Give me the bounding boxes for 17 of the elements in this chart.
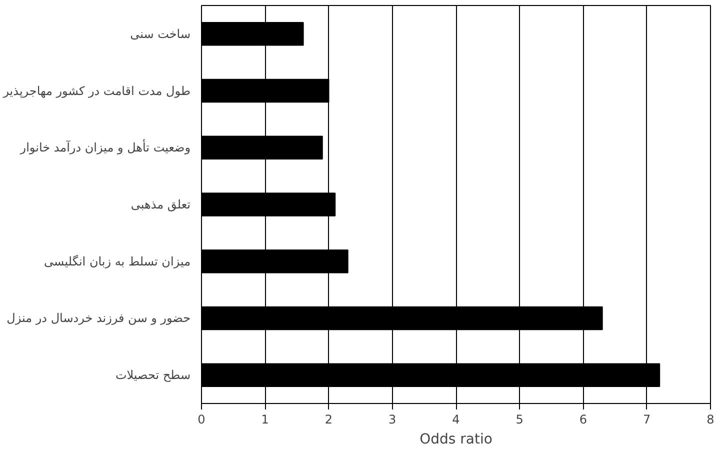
x-tick-label: 3: [388, 412, 396, 426]
x-tick-label: 0: [198, 412, 206, 426]
y-tick-label: وضعیت تأهل و میزان درآمد خانوار: [19, 138, 191, 155]
y-tick-label: تعلق مذهبی: [130, 198, 191, 212]
x-tick-label: 5: [516, 412, 524, 426]
y-tick-label: حضور و سن فرزند خردسال در منزل: [6, 311, 191, 326]
x-tick-label: 7: [643, 412, 651, 426]
x-tick-label: 2: [324, 412, 333, 426]
y-tick-label: میزان تسلط به زبان انگلیسی: [44, 254, 191, 268]
x-tick-label: 6: [579, 412, 588, 426]
x-axis-title: Odds ratio: [420, 432, 492, 448]
x-tick-label: 8: [706, 412, 714, 426]
x-tick-label: 1: [261, 412, 269, 426]
y-tick-label: سطح تحصیلات: [115, 368, 190, 382]
y-tick-label: طول مدت اقامت در کشور مهاجرپذیر: [2, 84, 191, 98]
y-tick-label: ساخت سنی: [130, 26, 190, 41]
x-tick-label: 4: [452, 412, 460, 426]
